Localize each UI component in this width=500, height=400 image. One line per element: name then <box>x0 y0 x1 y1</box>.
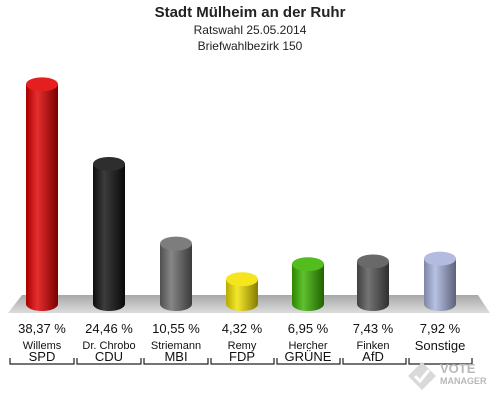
party-label: SPD <box>29 349 56 364</box>
value-label: 7,92 % <box>420 321 461 336</box>
logo-text-manager: MANAGER <box>440 376 487 386</box>
party-label: MBI <box>164 349 187 364</box>
bar-cdu <box>93 156 125 311</box>
bar-spd <box>26 77 58 311</box>
value-label: 10,55 % <box>152 321 200 336</box>
party-label: GRÜNE <box>285 349 332 364</box>
label-bracket <box>210 358 275 365</box>
logo-text-vote: VOTE <box>440 361 476 376</box>
bar-body <box>160 243 192 311</box>
bar-top <box>357 254 389 269</box>
bar-body <box>26 84 58 311</box>
candidate-label: Hercher <box>288 340 327 352</box>
candidate-label: Willems <box>23 340 62 352</box>
candidate-label: Remy <box>228 340 257 352</box>
value-label: 24,46 % <box>85 321 133 336</box>
value-label: 6,95 % <box>288 321 329 336</box>
party-label: FDP <box>229 349 255 364</box>
bar-fdp <box>226 272 258 311</box>
value-label: 7,43 % <box>353 321 394 336</box>
candidate-label: Striemann <box>151 340 201 352</box>
chart-subtitle: Ratswahl 25.05.2014 <box>193 23 307 37</box>
candidate-label: Dr. Chrobo <box>82 340 135 352</box>
label-bracket <box>9 358 75 365</box>
bar-body <box>292 264 324 311</box>
party-label: CDU <box>95 349 123 364</box>
label-bracket <box>143 358 209 365</box>
ballot-check-icon <box>408 362 436 390</box>
chart-header: Stadt Mülheim an der Ruhr Ratswahl 25.05… <box>0 4 500 54</box>
bar-top <box>424 251 456 266</box>
bar-top <box>292 257 324 272</box>
bar-sonstige <box>424 251 456 311</box>
bar-body <box>93 163 125 311</box>
party-label: AfD <box>362 349 384 364</box>
bar-top <box>93 156 125 171</box>
label-bracket <box>276 358 341 365</box>
bar-body <box>226 279 258 311</box>
bar-top <box>26 77 58 92</box>
bar-grüne <box>292 257 324 311</box>
candidate-label: Finken <box>356 340 389 352</box>
bar-afd <box>357 254 389 311</box>
bar-body <box>357 261 389 311</box>
value-label: 4,32 % <box>222 321 263 336</box>
bar-top <box>226 272 258 287</box>
chart-district: Briefwahlbezirk 150 <box>197 39 303 53</box>
bar-mbi <box>160 236 192 311</box>
bar-top <box>160 236 192 251</box>
value-label: 38,37 % <box>18 321 66 336</box>
party-label: Sonstige <box>415 338 466 353</box>
label-bracket <box>342 358 407 365</box>
label-bracket <box>76 358 142 365</box>
label-bracket <box>408 358 473 365</box>
bar-body <box>424 258 456 311</box>
chart-title: Stadt Mülheim an der Ruhr <box>154 4 346 21</box>
vote-manager-logo: VOTE MANAGER <box>404 356 494 396</box>
